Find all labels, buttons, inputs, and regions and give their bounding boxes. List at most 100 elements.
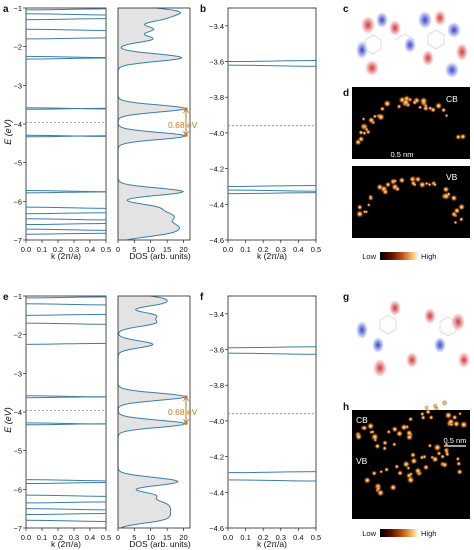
e-band-line: [25, 396, 107, 399]
e-band-line: [25, 508, 107, 511]
stm-bright-spot: [362, 209, 367, 214]
e-band-line: [25, 296, 107, 299]
stm-bright-spot: [449, 422, 454, 427]
stm-bright-spot: [444, 411, 453, 420]
a-ytick-label: −5: [13, 159, 22, 168]
a-frame: [117, 7, 191, 241]
stm-bright-spot: [392, 178, 398, 184]
colorbar-bottom: [380, 529, 418, 537]
b-ytick-label: −3.8: [209, 93, 224, 102]
a-gap-dot-bottom: [184, 133, 188, 137]
stm-bright-spot: [409, 176, 416, 183]
panel-a-band-structure: 0.0 0.1 0.2 0.3 0.4 0.5 −7 −6 −5 −4 −3 −2 −1: [13, 4, 111, 254]
panel-letter-a: a: [3, 4, 9, 15]
stm-bright-spot: [434, 102, 443, 110]
stm-bright-spot: [411, 99, 418, 106]
panel-c-wavefunction-map: [352, 6, 470, 80]
stm-bright-spot: [414, 467, 422, 475]
stm-bright-spot: [405, 429, 413, 437]
stm-bright-spot: [364, 127, 369, 132]
e-ytick-label: −2: [13, 331, 22, 340]
x-axis-title-b: k (2π/a): [257, 251, 287, 261]
e-band-line: [25, 494, 107, 497]
stm-bright-spot: [375, 485, 382, 492]
f-xtick-label: 0.2: [258, 533, 268, 542]
a-ytick-label: −7: [13, 236, 22, 245]
f-ytick-label: −4.4: [209, 488, 224, 497]
a-xtick-label: 0.2: [53, 245, 63, 254]
stm-bright-spot: [450, 211, 458, 218]
a-xtick-label: 0.0: [21, 245, 31, 254]
legend-low-top: Low: [362, 252, 376, 261]
gap-label-e: 0.68 eV: [168, 407, 198, 417]
stm-bright-spot: [407, 416, 414, 422]
e-band-line: [25, 501, 107, 504]
stm-bright-spot: [433, 443, 442, 452]
a-band-line: [25, 13, 107, 16]
stm-bright-spot: [436, 450, 442, 456]
stm-bright-spot: [442, 186, 449, 193]
b-ytick-label: −4.6: [209, 236, 224, 245]
stm-bright-spot: [456, 461, 462, 467]
panel-d-stm-cb: [352, 87, 470, 159]
scalebar-label-d: 0.5 nm: [391, 150, 414, 159]
a-band-line: [25, 107, 107, 110]
a-band-line: [25, 8, 107, 11]
e-xtick-label: 0.2: [53, 533, 63, 542]
stm-bright-spot: [391, 425, 399, 433]
f-band-line: [227, 352, 317, 355]
stm-bright-spot: [440, 454, 446, 460]
a-dos-fill: [118, 8, 186, 240]
stm-bright-spot: [370, 429, 375, 435]
label-cb-top: CB: [446, 94, 458, 104]
b-ytick-label: −4.0: [209, 129, 224, 138]
a-band-line: [25, 212, 107, 215]
stm-bright-spot: [423, 103, 428, 108]
e-gap-dot-bottom: [184, 421, 188, 425]
e-xtick-label: 15: [163, 533, 171, 542]
stm-bright-spot: [383, 99, 392, 108]
a-frame: [25, 7, 107, 241]
f-xtick-label: 0.3: [276, 533, 286, 542]
stm-bright-spot: [358, 129, 364, 136]
stm-bright-spot: [366, 202, 371, 208]
stm-bright-spot: [428, 414, 434, 421]
e-ytick-label: −4: [13, 408, 22, 417]
stm-bright-spot: [386, 429, 392, 435]
stm-bright-spot: [382, 445, 388, 451]
f-frame: [227, 295, 317, 529]
x-axis-title-e: k (2π/a): [51, 539, 81, 549]
e-xtick-label: 5: [132, 533, 136, 542]
stm-bright-spot: [422, 464, 430, 471]
panel-a-dos: 0 5 10 15 20: [116, 7, 191, 254]
a-band-line: [25, 223, 107, 226]
a-band-line: [25, 191, 107, 194]
x-axis-title-a: k (2π/a): [51, 251, 81, 261]
a-band-line: [25, 206, 107, 209]
b-xtick-label: 0.5: [311, 245, 321, 254]
stm-bright-spot: [373, 437, 378, 443]
a-xtick-label: 0.1: [37, 245, 47, 254]
e-xtick-label: 0.3: [69, 533, 79, 542]
e-band-line: [25, 313, 107, 316]
stm-bright-spot: [432, 182, 438, 187]
e-frame: [25, 295, 107, 529]
a-ytick-label: −4: [13, 120, 22, 129]
b-ytick-label: −3.4: [209, 22, 224, 31]
gap-label-a: 0.68 eV: [168, 120, 198, 130]
stm-bright-spot: [361, 424, 368, 432]
stm-bright-spot: [372, 114, 378, 119]
stm-bright-spot: [444, 451, 450, 457]
b-xtick-label: 0.2: [258, 245, 268, 254]
f-ytick-label: −3.4: [209, 310, 224, 319]
e-xtick-label: 0.1: [37, 533, 47, 542]
panel-e-band-structure: 0.0 0.1 0.2 0.3 0.4 0.5 −7 −6 −5 −4 −3 −2 −1: [13, 292, 111, 542]
panel-letter-e: e: [3, 292, 9, 303]
panel-letter-h: h: [343, 402, 349, 413]
e-band-line: [25, 303, 107, 306]
stm-bright-spot: [419, 455, 425, 460]
colorbar-top: [380, 252, 418, 260]
f-band-line: [227, 479, 317, 482]
stm-bright-spot: [379, 106, 386, 112]
e-xtick-label: 0.4: [85, 533, 95, 542]
